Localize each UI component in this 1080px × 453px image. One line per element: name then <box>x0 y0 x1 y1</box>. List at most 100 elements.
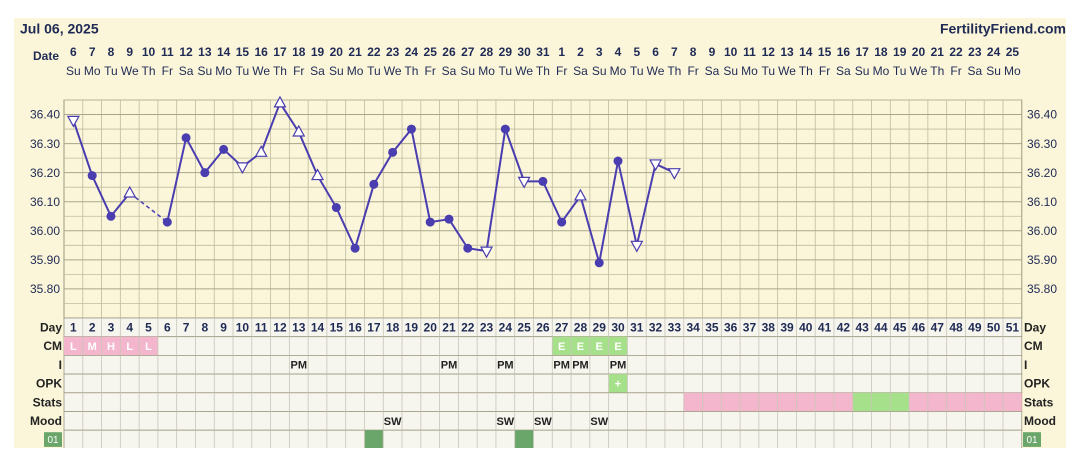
cell-fill <box>815 392 834 412</box>
cell-text: SW <box>590 416 608 428</box>
cell-text: 39 <box>780 321 794 335</box>
marker-triangle-up <box>311 168 325 181</box>
row-label: CM <box>43 339 62 353</box>
date-label: 8 <box>108 45 115 59</box>
cell-text: 3 <box>108 321 115 335</box>
date-label: 15 <box>236 45 250 59</box>
cell-fill <box>571 336 590 356</box>
date-label: 25 <box>1006 45 1020 59</box>
weekday-label: Mo <box>610 64 627 78</box>
weekday-label: We <box>121 64 139 78</box>
weekday-label: Fr <box>687 64 698 78</box>
cell-text: 18 <box>386 321 400 335</box>
weekday-label: Fr <box>819 64 830 78</box>
date-label: 15 <box>818 45 832 59</box>
marker-circle <box>162 217 172 227</box>
gap-connector <box>129 192 168 223</box>
weekday-label: Tu <box>236 64 250 78</box>
cell-fill <box>683 392 703 412</box>
cell-text: 21 <box>442 321 456 335</box>
weekday-label: Th <box>536 64 550 78</box>
row-label: Stats <box>33 395 63 409</box>
weekday-label: Sa <box>705 64 720 78</box>
cell-fill <box>984 392 1003 412</box>
date-label: 10 <box>142 45 156 59</box>
cell-text: 1 <box>70 321 77 335</box>
marker-circle <box>613 156 623 166</box>
weekday-label: Su <box>986 64 1001 78</box>
weekday-label: Mo <box>1004 64 1021 78</box>
marker-triangle-down <box>66 115 80 128</box>
cell-text: 13 <box>292 321 306 335</box>
cell-fill <box>589 336 609 356</box>
cell-text: PM <box>610 360 627 372</box>
temperature-line <box>166 100 675 264</box>
cell-text: 17 <box>367 321 381 335</box>
weekday-label: Tu <box>630 64 644 78</box>
weekday-label: Mo <box>347 64 364 78</box>
date-label: 10 <box>724 45 738 59</box>
weekday-label: Tu <box>367 64 381 78</box>
marker-circle <box>444 214 454 224</box>
cell-fill <box>833 392 853 412</box>
y-tick-label: 35.80 <box>30 282 60 296</box>
cell-fill <box>120 336 140 356</box>
cell-text: PM <box>291 360 308 372</box>
table-row <box>63 373 1023 394</box>
date-label: 19 <box>311 45 325 59</box>
cell-fill <box>101 336 121 356</box>
date-label: 31 <box>536 45 550 59</box>
cell-text: 40 <box>799 321 813 335</box>
marker-circle <box>463 243 473 253</box>
cell-text: 9 <box>220 321 227 335</box>
date-label: 12 <box>179 45 193 59</box>
cell-fill <box>852 392 872 412</box>
x-axis-label: Date <box>33 49 59 63</box>
weekday-label: Mo <box>741 64 758 78</box>
weekday-label: Mo <box>478 64 495 78</box>
cell-text: 29 <box>593 321 607 335</box>
marker-triangle-down <box>630 240 644 253</box>
weekday-label: Tu <box>499 64 513 78</box>
date-label: 9 <box>126 45 133 59</box>
weekday-label: We <box>515 64 533 78</box>
row-label: Day <box>40 321 62 335</box>
marker-triangle-down <box>480 246 494 259</box>
cell-text: 22 <box>461 321 475 335</box>
date-label: 19 <box>893 45 907 59</box>
cell-text: 16 <box>348 321 362 335</box>
weekday-label: Su <box>723 64 738 78</box>
weekday-label: We <box>647 64 665 78</box>
cell-text: SW <box>496 416 514 428</box>
weekday-label: Mo <box>215 64 232 78</box>
plot-area <box>63 99 1023 319</box>
date-label: 11 <box>161 45 174 59</box>
cell-text: PM <box>553 360 570 372</box>
cell-text: 15 <box>330 321 344 335</box>
cell-text: 30 <box>611 321 625 335</box>
weekday-label: Sa <box>310 64 325 78</box>
y-tick-label: 36.10 <box>30 195 60 209</box>
marker-triangle-up <box>123 185 137 198</box>
temperature-line <box>72 120 131 219</box>
y-tick-label: 35.90 <box>30 253 60 267</box>
marker-circle <box>219 144 229 154</box>
y-tick-label-right: 36.40 <box>1027 108 1057 122</box>
date-label: 5 <box>633 45 640 59</box>
cell-fill <box>608 336 628 356</box>
cell-text: 25 <box>517 321 531 335</box>
cell-text: 27 <box>555 321 569 335</box>
date-label: 18 <box>874 45 888 59</box>
weekday-label: Su <box>66 64 81 78</box>
marker-triangle-down <box>517 176 531 189</box>
cell-fill <box>965 392 985 412</box>
cell-text: 24 <box>499 321 513 335</box>
date-label: 7 <box>671 45 678 59</box>
cell-fill <box>1003 392 1022 412</box>
cell-fill <box>871 392 891 412</box>
cell-text: 7 <box>183 321 190 335</box>
marker-circle <box>87 171 97 181</box>
cell-fill <box>740 392 759 412</box>
date-label: 8 <box>690 45 697 59</box>
